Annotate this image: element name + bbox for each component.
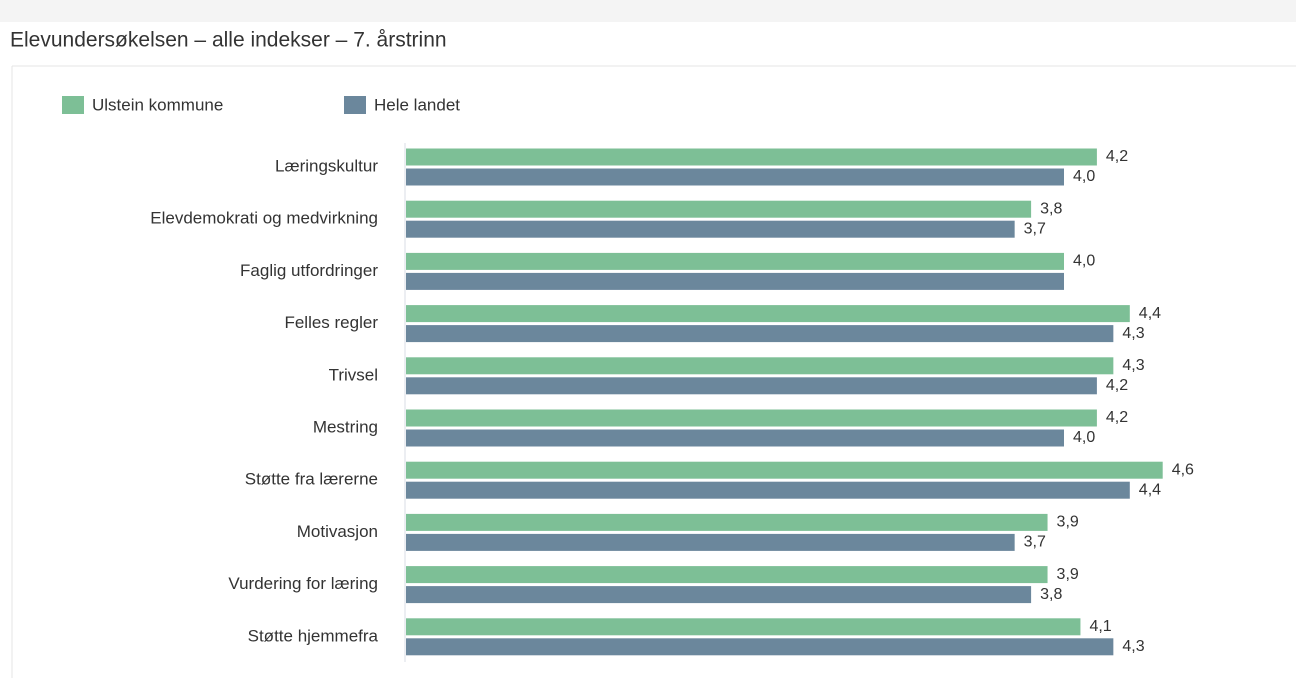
category-label: Læringskultur (275, 156, 378, 175)
bar (406, 272, 1064, 290)
value-label: 4,0 (1073, 253, 1095, 270)
category-label: Faglig utfordringer (240, 261, 378, 280)
bar (406, 533, 1015, 551)
bar (406, 513, 1048, 531)
bar (406, 429, 1064, 447)
bar (406, 481, 1130, 499)
value-label: 4,0 (1073, 168, 1095, 185)
bar (406, 409, 1097, 427)
legend-swatch (344, 96, 366, 114)
bar (406, 461, 1163, 479)
category-label: Motivasjon (297, 522, 378, 541)
bar (406, 168, 1064, 186)
chart-title: Elevundersøkelsen – alle indekser – 7. å… (10, 29, 447, 52)
value-label: 4,3 (1122, 357, 1144, 374)
category-label: Trivsel (329, 365, 378, 384)
category-label: Felles regler (284, 313, 378, 332)
value-label: 4,2 (1106, 148, 1128, 165)
value-label: 4,3 (1122, 325, 1144, 342)
value-label: 4,4 (1139, 481, 1161, 498)
bar (406, 200, 1032, 218)
category-label: Støtte hjemmefra (248, 626, 379, 645)
value-label: 4,4 (1139, 305, 1161, 322)
value-label: 3,9 (1057, 514, 1079, 531)
bar (406, 325, 1114, 343)
value-label: 4,2 (1106, 409, 1128, 426)
category-label: Elevdemokrati og medvirkning (150, 209, 378, 228)
category-label: Vurdering for læring (228, 574, 378, 593)
category-label: Støtte fra lærerne (245, 470, 378, 489)
value-label: 4,2 (1106, 377, 1128, 394)
top-strip (0, 0, 1296, 22)
bar (406, 377, 1097, 395)
value-label: 3,8 (1040, 586, 1062, 603)
bar (406, 586, 1032, 604)
bar (406, 618, 1081, 636)
value-label: 3,7 (1024, 534, 1046, 551)
value-label: 3,7 (1024, 220, 1046, 237)
value-label: 4,1 (1089, 618, 1111, 635)
legend-label: Hele landet (374, 95, 460, 114)
value-label: 4,0 (1073, 429, 1095, 446)
bar (406, 252, 1064, 270)
bar (406, 305, 1130, 323)
bar (406, 566, 1048, 584)
value-label: 4,6 (1172, 461, 1194, 478)
bar (406, 148, 1097, 166)
value-label: 4,3 (1122, 638, 1144, 655)
bar (406, 357, 1114, 375)
bar (406, 638, 1114, 656)
value-label: 3,8 (1040, 200, 1062, 217)
legend-swatch (62, 96, 84, 114)
bar (406, 220, 1015, 238)
category-label: Mestring (313, 417, 378, 436)
value-label: 3,9 (1057, 566, 1079, 583)
legend-label: Ulstein kommune (92, 95, 223, 114)
